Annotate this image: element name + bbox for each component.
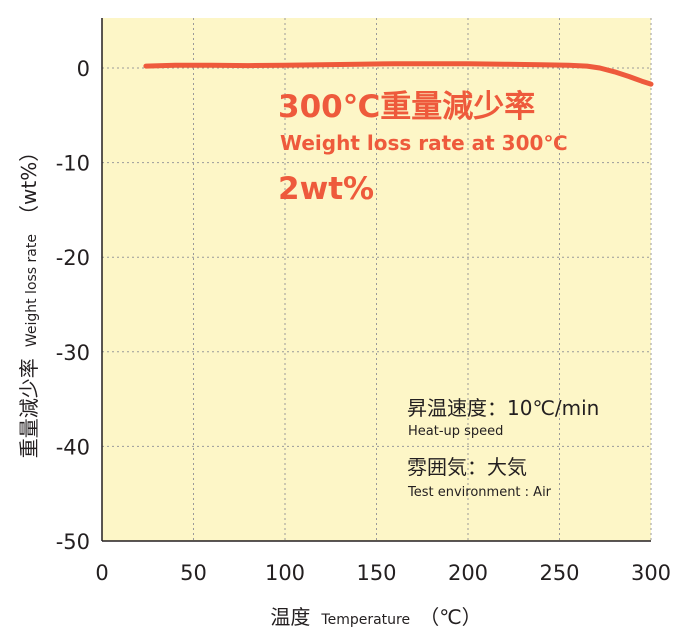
series-layer	[143, 61, 654, 87]
y-axis-unit: （wt%）	[17, 142, 41, 225]
x-tick-label: 150	[356, 561, 396, 585]
x-tick-label: 100	[265, 561, 305, 585]
x-tick-label: 200	[448, 561, 488, 585]
y-tick-label: -40	[56, 435, 90, 459]
y-tick-label: 0	[77, 57, 90, 81]
x-tick-labels: 0 50 100 150 200 250 300	[95, 561, 671, 585]
x-axis-title-jp: 温度	[270, 605, 310, 629]
loss-title-en: Weight loss rate at 300℃	[280, 131, 568, 155]
series-line	[143, 61, 654, 87]
x-axis-title-en: Temperature	[320, 612, 410, 628]
environment-jp: 雰囲気：大気	[407, 455, 527, 479]
heating-rate-en: Heat-up speed	[408, 424, 503, 439]
x-tick-label: 250	[539, 561, 579, 585]
y-axis-title: 重量減少率 Weight loss rate （wt%）	[17, 142, 41, 459]
heating-rate-jp: 昇温速度：10℃/min	[407, 396, 599, 420]
y-axis-title-en: Weight loss rate	[24, 234, 40, 347]
y-tick-label: -30	[56, 341, 90, 365]
y-tick-label: -10	[56, 152, 90, 176]
grid-lines	[102, 18, 652, 541]
environment-en: Test environment : Air	[407, 485, 552, 500]
loss-title-jp: 300℃重量減少率	[278, 89, 535, 125]
y-tick-label: -20	[56, 246, 90, 270]
x-axis-unit: （℃）	[419, 605, 481, 629]
loss-value: 2wt%	[278, 171, 374, 207]
x-tick-label: 50	[180, 561, 207, 585]
x-tick-label: 0	[95, 561, 108, 585]
y-tick-labels: 0 -10 -20 -30 -40 -50	[56, 57, 90, 554]
y-axis-title-jp: 重量減少率	[17, 358, 41, 458]
y-tick-label: -50	[56, 530, 90, 554]
x-axis-title: 温度 Temperature （℃）	[270, 605, 481, 629]
x-tick-label: 300	[631, 561, 671, 585]
